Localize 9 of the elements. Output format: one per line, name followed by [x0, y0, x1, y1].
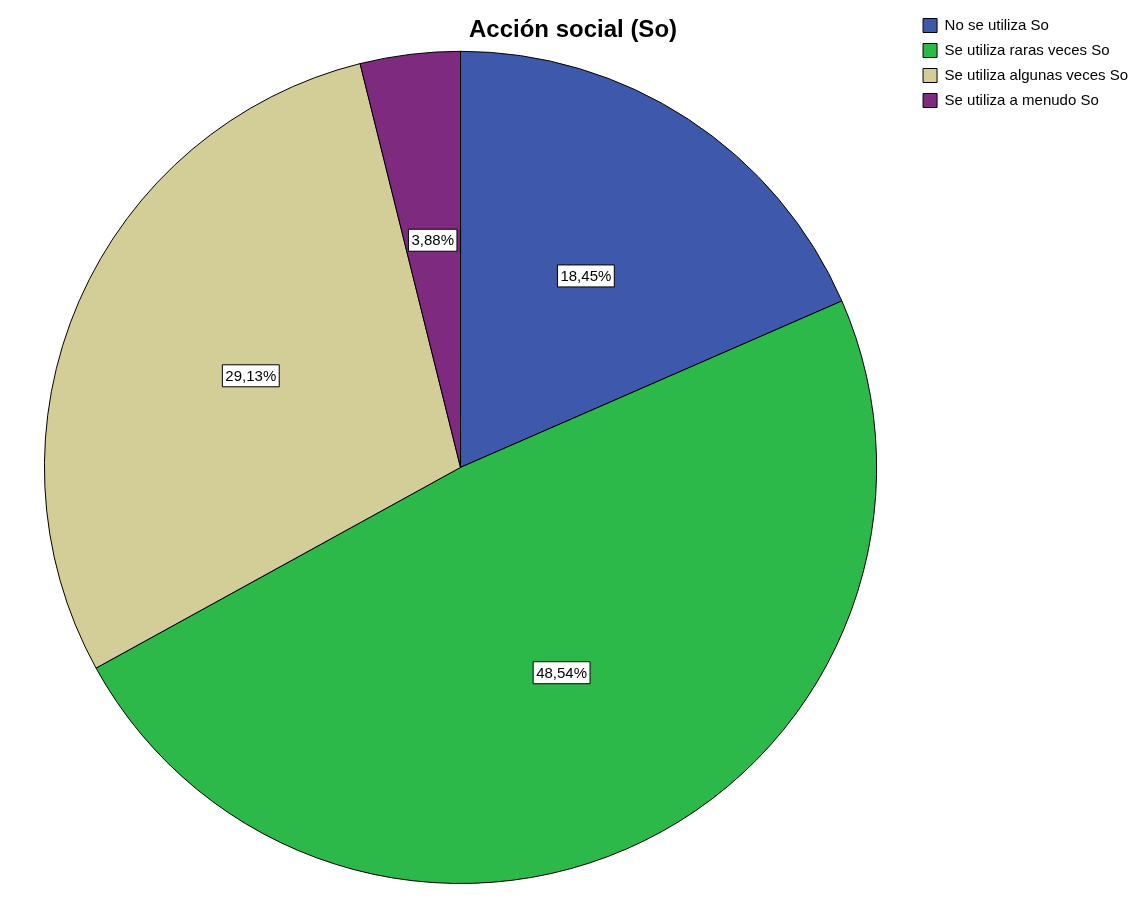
legend-label: Se utiliza a menudo So	[944, 90, 1099, 108]
legend-label: Se utiliza raras veces So	[944, 40, 1110, 58]
data-label: 3,88%	[411, 231, 454, 249]
legend-label: No se utiliza So	[944, 15, 1049, 33]
legend-label: Se utiliza algunas veces So	[944, 65, 1129, 83]
chart-title: Acción social (So)	[468, 15, 678, 43]
data-label: 18,45%	[560, 267, 612, 285]
data-label: 29,13%	[225, 366, 277, 384]
data-label: 48,54%	[536, 663, 588, 681]
